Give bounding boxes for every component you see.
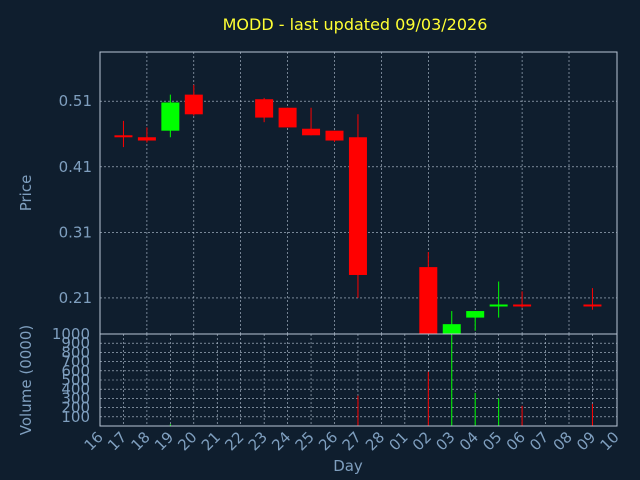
- volume-grid: [100, 334, 617, 426]
- volume-bars: [169, 334, 593, 426]
- price-tick-labels: 0.21 0.31 0.41 0.51: [59, 92, 92, 307]
- candle-body: [442, 324, 461, 334]
- volume-tick-label: 300: [61, 389, 90, 407]
- candle-body: [348, 137, 367, 275]
- x-tick-label: 05: [479, 428, 505, 454]
- x-tick-label: 07: [526, 428, 552, 454]
- x-tick-label: 02: [409, 428, 435, 454]
- x-tick-label: 17: [104, 428, 130, 454]
- candle-body: [114, 135, 133, 138]
- x-tick-label: 22: [221, 428, 247, 454]
- volume-tick-label: 1000: [52, 325, 90, 343]
- x-tick-label: 08: [550, 428, 576, 454]
- candle-body: [489, 304, 508, 307]
- x-tick-label: 16: [81, 428, 107, 454]
- candle-body: [466, 311, 485, 318]
- x-tick-label: 25: [292, 428, 318, 454]
- x-tick-label: 27: [339, 428, 365, 454]
- price-grid: [100, 52, 617, 334]
- volume-tick-label: 400: [61, 380, 90, 398]
- volume-tick-label: 800: [61, 343, 90, 361]
- volume-tick-label: 100: [61, 408, 90, 426]
- volume-tick-label: 500: [61, 371, 90, 389]
- price-tick-label: 0.31: [59, 223, 92, 241]
- x-tick-label: 28: [362, 428, 388, 454]
- x-tick-label: 10: [596, 428, 622, 454]
- candle-body: [302, 128, 321, 136]
- volume-panel-frame: [99, 333, 618, 427]
- candle-body: [325, 130, 344, 141]
- candle-body: [583, 304, 602, 307]
- candle-body: [184, 94, 203, 115]
- x-tick-label: 19: [151, 428, 177, 454]
- x-tick-label: 01: [385, 428, 411, 454]
- candle-body: [278, 107, 297, 128]
- price-axis-label: Price: [17, 175, 35, 212]
- x-tick-label: 21: [198, 428, 224, 454]
- x-tick-label: 20: [174, 428, 200, 454]
- volume-axis-label: Volume (0000): [17, 325, 35, 435]
- x-tick-label: 04: [456, 428, 482, 454]
- x-tick-label: 03: [432, 428, 458, 454]
- price-tick-label: 0.51: [59, 92, 92, 110]
- volume-tick-label: 600: [61, 362, 90, 380]
- x-tick-label: 18: [127, 428, 153, 454]
- x-tick-label: 06: [503, 428, 529, 454]
- volume-tick-label: 900: [61, 334, 90, 352]
- x-tick-label: 23: [245, 428, 271, 454]
- x-tick-labels: 1617181920212223242526272801020304050607…: [81, 428, 623, 454]
- volume-tick-label: 700: [61, 353, 90, 371]
- x-tick-label: 26: [315, 428, 341, 454]
- candles: [114, 84, 602, 334]
- candle-body: [161, 102, 180, 131]
- candle-body: [255, 99, 274, 118]
- price-tick-label: 0.21: [59, 289, 92, 307]
- candle-body: [513, 304, 532, 307]
- volume-tick-label: 200: [61, 399, 90, 417]
- chart-title: MODD - last updated 09/03/2026: [223, 15, 488, 34]
- candle-body: [419, 267, 438, 334]
- x-tick-label: 24: [268, 428, 294, 454]
- price-tick-label: 0.41: [59, 158, 92, 176]
- candle-body: [137, 137, 156, 141]
- x-tick-label: 09: [573, 428, 599, 454]
- x-axis-label: Day: [333, 457, 363, 475]
